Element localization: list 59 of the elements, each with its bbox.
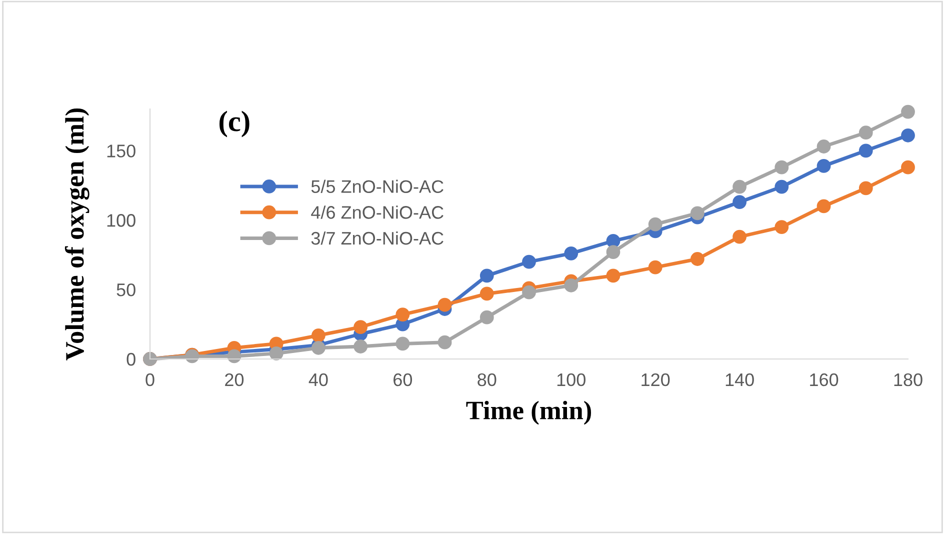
point (480, 286, 494, 301)
x-tick-label: 0 (146, 373, 154, 386)
point (774, 160, 789, 174)
point (269, 346, 284, 360)
point (858, 144, 873, 158)
point (227, 349, 242, 364)
point (564, 246, 578, 260)
y-axis-title: Volume of oxygen (ml) (64, 108, 90, 360)
point (732, 230, 746, 244)
x-tick-label: 140 (726, 373, 754, 386)
x-tick-label: 100 (557, 373, 586, 386)
point (816, 140, 831, 154)
point (606, 234, 620, 248)
x-axis-title: Time (min) (466, 400, 592, 425)
point (480, 268, 494, 283)
point (438, 335, 452, 350)
x-tick-label: 180 (894, 373, 922, 386)
point (354, 320, 368, 334)
point (732, 180, 746, 194)
point (396, 336, 410, 351)
point (606, 245, 620, 259)
point (354, 340, 368, 354)
x-tick-label: 20 (225, 373, 244, 386)
point (522, 254, 536, 269)
point (648, 260, 662, 274)
point (312, 328, 326, 342)
point (774, 220, 789, 234)
point (312, 340, 326, 355)
legend-label: 3/7 ZnO-NiO-AC (311, 231, 444, 245)
point (732, 195, 746, 209)
point (606, 268, 620, 283)
y-tick-label: 150 (107, 144, 136, 158)
point (690, 252, 704, 266)
point (858, 181, 873, 196)
legend-label: 4/6 ZnO-NiO-AC (311, 206, 444, 219)
point (901, 128, 915, 142)
point (564, 278, 578, 292)
annotation: (c) (220, 110, 250, 138)
point (901, 104, 915, 119)
point (690, 206, 704, 220)
point (901, 160, 915, 174)
point (522, 285, 536, 300)
point (816, 159, 831, 173)
point (480, 310, 494, 324)
point (816, 199, 831, 214)
y-tick-label: 50 (116, 283, 136, 296)
point (774, 180, 789, 194)
x-tick-label: 40 (308, 373, 328, 386)
point (396, 308, 410, 322)
y-tick-label: 100 (107, 214, 136, 227)
x-tick-label: 80 (478, 373, 496, 386)
y-tick-label: 0 (126, 352, 136, 366)
x-tick-label: 60 (394, 373, 412, 386)
legend-label: 5/5 ZnO-NiO-AC (311, 180, 444, 193)
point (858, 126, 873, 140)
point (438, 298, 452, 312)
x-tick-label: 160 (810, 373, 838, 386)
point (648, 217, 662, 232)
x-tick-label: 120 (642, 373, 670, 386)
